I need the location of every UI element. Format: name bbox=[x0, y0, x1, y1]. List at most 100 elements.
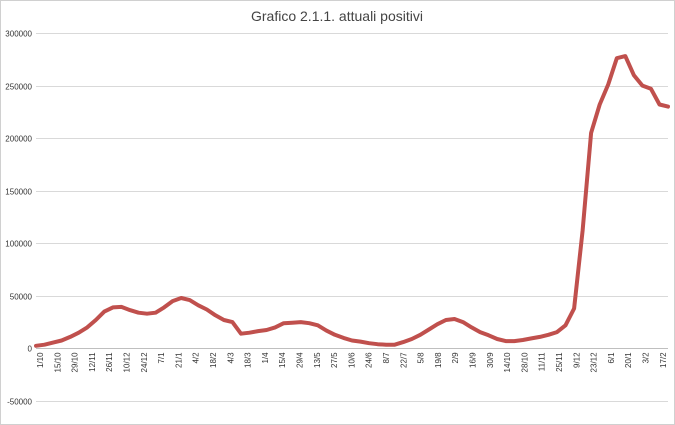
data-point bbox=[666, 105, 670, 109]
data-point bbox=[171, 299, 175, 303]
data-point bbox=[34, 344, 38, 348]
data-point bbox=[196, 303, 200, 307]
data-point bbox=[154, 311, 158, 315]
data-point bbox=[640, 84, 644, 88]
data-point bbox=[512, 339, 516, 343]
data-point bbox=[179, 296, 183, 300]
data-point bbox=[453, 317, 456, 321]
data-point bbox=[418, 333, 422, 337]
x-tick-label: 18/3 bbox=[244, 352, 253, 368]
data-point bbox=[658, 103, 661, 106]
x-tick-label: 7/1 bbox=[157, 352, 166, 364]
x-tick-label: 15/4 bbox=[278, 352, 287, 368]
x-axis-tick-labels: 1/10 15/10 29/10 12/11 26/11 10/12 24/12 7/1 21/… bbox=[36, 352, 668, 373]
data-point bbox=[102, 310, 106, 314]
data-point bbox=[529, 336, 533, 340]
data-point bbox=[444, 318, 448, 322]
y-tick-label: 50000 bbox=[10, 293, 33, 302]
data-point bbox=[478, 330, 482, 334]
data-point bbox=[188, 298, 192, 302]
x-tick-label: 29/10 bbox=[71, 352, 80, 373]
data-point bbox=[623, 54, 627, 58]
x-tick-label: 1/10 bbox=[36, 352, 45, 368]
x-tick-label: 22/7 bbox=[399, 352, 408, 368]
x-tick-label: 9/12 bbox=[572, 352, 581, 368]
data-point bbox=[461, 320, 465, 324]
data-point bbox=[265, 328, 269, 332]
data-point bbox=[222, 318, 226, 322]
x-tick-label: 6/1 bbox=[607, 352, 616, 364]
x-tick-label: 29/4 bbox=[296, 352, 305, 368]
data-point bbox=[307, 321, 311, 325]
x-tick-label: 16/9 bbox=[469, 352, 478, 368]
data-point bbox=[393, 343, 397, 347]
data-point bbox=[555, 330, 559, 334]
x-tick-label: 5/8 bbox=[417, 352, 426, 364]
x-tick-label: 2/9 bbox=[451, 352, 460, 364]
series-line bbox=[34, 54, 670, 348]
data-point bbox=[299, 320, 303, 324]
x-tick-label: 21/1 bbox=[174, 352, 183, 368]
data-point bbox=[376, 342, 380, 346]
data-point bbox=[615, 56, 619, 60]
data-point bbox=[85, 325, 89, 329]
data-point bbox=[401, 340, 405, 344]
data-point bbox=[581, 229, 585, 233]
data-point bbox=[256, 329, 260, 333]
x-tick-label: 23/12 bbox=[590, 352, 599, 373]
y-tick-label: 300000 bbox=[5, 30, 32, 39]
data-point bbox=[598, 103, 602, 106]
data-point bbox=[384, 343, 388, 347]
data-point bbox=[51, 341, 55, 345]
data-point bbox=[564, 323, 567, 327]
x-tick-label: 26/11 bbox=[105, 352, 114, 372]
x-tick-label: 3/2 bbox=[642, 352, 651, 364]
data-point bbox=[521, 338, 525, 342]
x-tick-label: 17/2 bbox=[659, 352, 668, 368]
x-tick-label: 24/6 bbox=[365, 352, 374, 368]
y-tick-label: 0 bbox=[28, 345, 33, 354]
x-tick-label: 20/1 bbox=[624, 352, 633, 368]
data-point bbox=[137, 311, 140, 315]
x-tick-label: 13/5 bbox=[313, 352, 322, 368]
data-point bbox=[94, 318, 98, 322]
data-point bbox=[324, 329, 328, 333]
y-axis-tick-labels: -50000 0 50000 100000 150000 200000 250000 3000… bbox=[5, 30, 32, 407]
x-tick-label: 24/12 bbox=[140, 352, 149, 373]
data-point bbox=[367, 341, 371, 345]
data-point bbox=[435, 322, 439, 326]
x-tick-label: 4/3 bbox=[226, 352, 235, 364]
data-point bbox=[504, 339, 508, 343]
data-point bbox=[128, 308, 132, 312]
data-point bbox=[589, 131, 593, 135]
gridlines bbox=[36, 33, 668, 402]
data-point bbox=[350, 339, 354, 342]
data-point bbox=[239, 332, 243, 336]
x-tick-label: 12/11 bbox=[88, 352, 97, 372]
y-tick-label: 250000 bbox=[5, 83, 32, 92]
data-point bbox=[359, 340, 362, 344]
data-point bbox=[119, 305, 123, 309]
data-point bbox=[60, 339, 64, 342]
y-tick-label: 200000 bbox=[5, 135, 32, 144]
data-point bbox=[43, 343, 46, 347]
data-point bbox=[487, 333, 491, 337]
data-point bbox=[572, 307, 576, 310]
data-point bbox=[316, 323, 320, 327]
x-tick-label: 4/2 bbox=[192, 352, 201, 364]
data-point bbox=[230, 320, 234, 324]
x-tick-label: 28/10 bbox=[520, 352, 529, 373]
y-tick-label: 150000 bbox=[5, 188, 32, 197]
data-point bbox=[606, 83, 610, 86]
x-tick-label: 27/5 bbox=[330, 352, 339, 368]
data-point bbox=[162, 305, 166, 309]
data-point bbox=[68, 335, 72, 339]
data-point bbox=[410, 337, 414, 341]
x-tick-label: 10/6 bbox=[347, 352, 356, 368]
x-tick-label: 1/4 bbox=[261, 352, 270, 364]
data-point bbox=[111, 305, 115, 309]
x-tick-label: 18/2 bbox=[209, 352, 218, 368]
x-tick-label: 15/10 bbox=[53, 352, 62, 373]
